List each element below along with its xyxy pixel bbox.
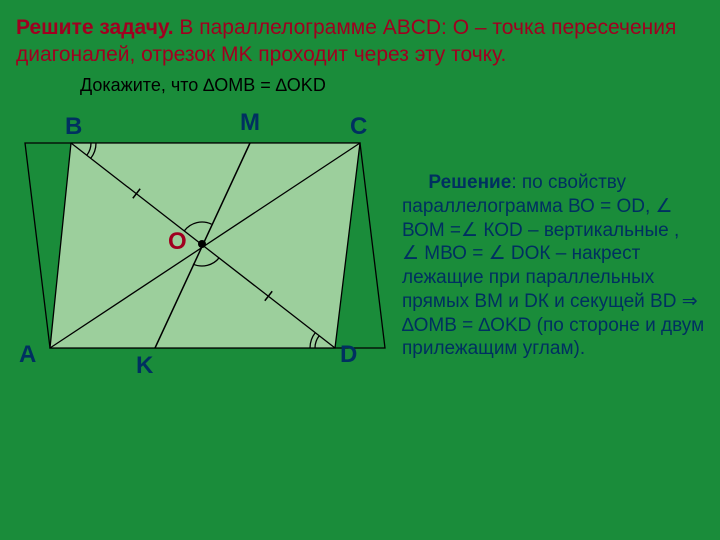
solution-lead: Решение: [428, 172, 511, 193]
label-C: C: [350, 113, 367, 141]
prove-line: Докажите, что ∆ОМВ = ∆ОKD: [80, 75, 720, 96]
problem-statement: Решите задачу. В параллелограмме ABCD: О…: [0, 0, 720, 75]
solution-text: Решение: по свойству параллелограмма ВО …: [402, 171, 707, 361]
title-bold: Решите задачу.: [16, 16, 174, 39]
label-O: O: [168, 228, 187, 256]
label-M: M: [240, 109, 260, 137]
geometry-diagram: A B C D M K O: [10, 113, 400, 403]
label-B: B: [65, 113, 82, 141]
solution-body: : по свойству параллелограмма ВО = ОD, ∠…: [402, 172, 704, 359]
label-D: D: [340, 341, 357, 369]
label-K: K: [136, 352, 153, 380]
label-A: A: [19, 341, 36, 369]
